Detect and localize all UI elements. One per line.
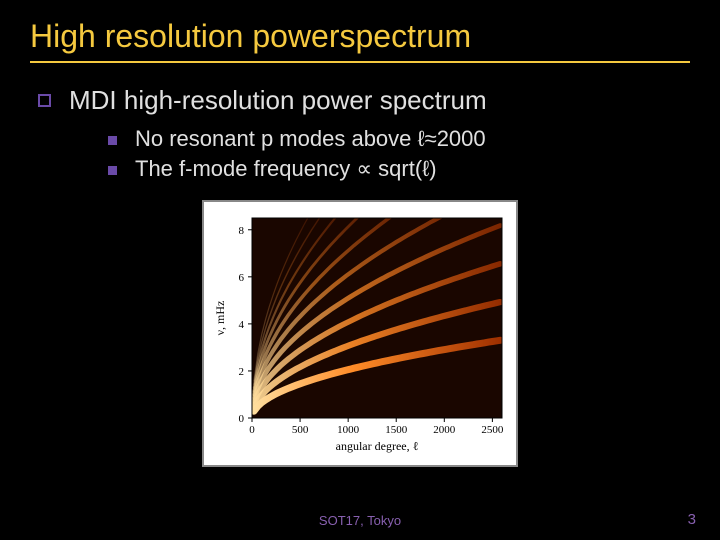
svg-text:2500: 2500	[481, 424, 504, 436]
square-bullet-icon	[38, 94, 51, 107]
bullet-level2: No resonant p modes above ℓ≈2000	[108, 126, 690, 152]
svg-text:6: 6	[239, 272, 245, 284]
svg-text:2: 2	[239, 366, 245, 378]
square-bullet-icon	[108, 166, 117, 175]
bullet-level1: MDI high-resolution power spectrum	[38, 85, 690, 116]
chart-container: 0 500 1000 1500 2000 2500 0 2 4 6 8 angular degree,…	[30, 200, 690, 467]
bullet-level2: The f-mode frequency ∝ sqrt(ℓ)	[108, 156, 690, 182]
svg-text:0: 0	[239, 413, 245, 425]
svg-text:0: 0	[249, 424, 255, 436]
square-bullet-icon	[108, 136, 117, 145]
page-number: 3	[688, 511, 696, 528]
level2-text-1: The f-mode frequency ∝ sqrt(ℓ)	[135, 156, 437, 182]
svg-text:angular degree, ℓ: angular degree, ℓ	[336, 439, 419, 453]
power-spectrum-chart: 0 500 1000 1500 2000 2500 0 2 4 6 8 angular degree,…	[202, 200, 518, 467]
svg-text:1500: 1500	[385, 424, 408, 436]
level1-text: MDI high-resolution power spectrum	[69, 85, 487, 116]
footer-center: SOT17, Tokyo	[0, 513, 720, 528]
svg-text:500: 500	[292, 424, 309, 436]
svg-text:2000: 2000	[433, 424, 456, 436]
level2-text-0: No resonant p modes above ℓ≈2000	[135, 126, 486, 152]
svg-text:1000: 1000	[337, 424, 360, 436]
chart-svg: 0 500 1000 1500 2000 2500 0 2 4 6 8 angular degree,…	[210, 208, 510, 458]
svg-text:8: 8	[239, 225, 245, 237]
svg-text:4: 4	[239, 319, 245, 331]
svg-text:ν, mHz: ν, mHz	[213, 301, 227, 336]
slide-title: High resolution powerspectrum	[30, 18, 690, 63]
